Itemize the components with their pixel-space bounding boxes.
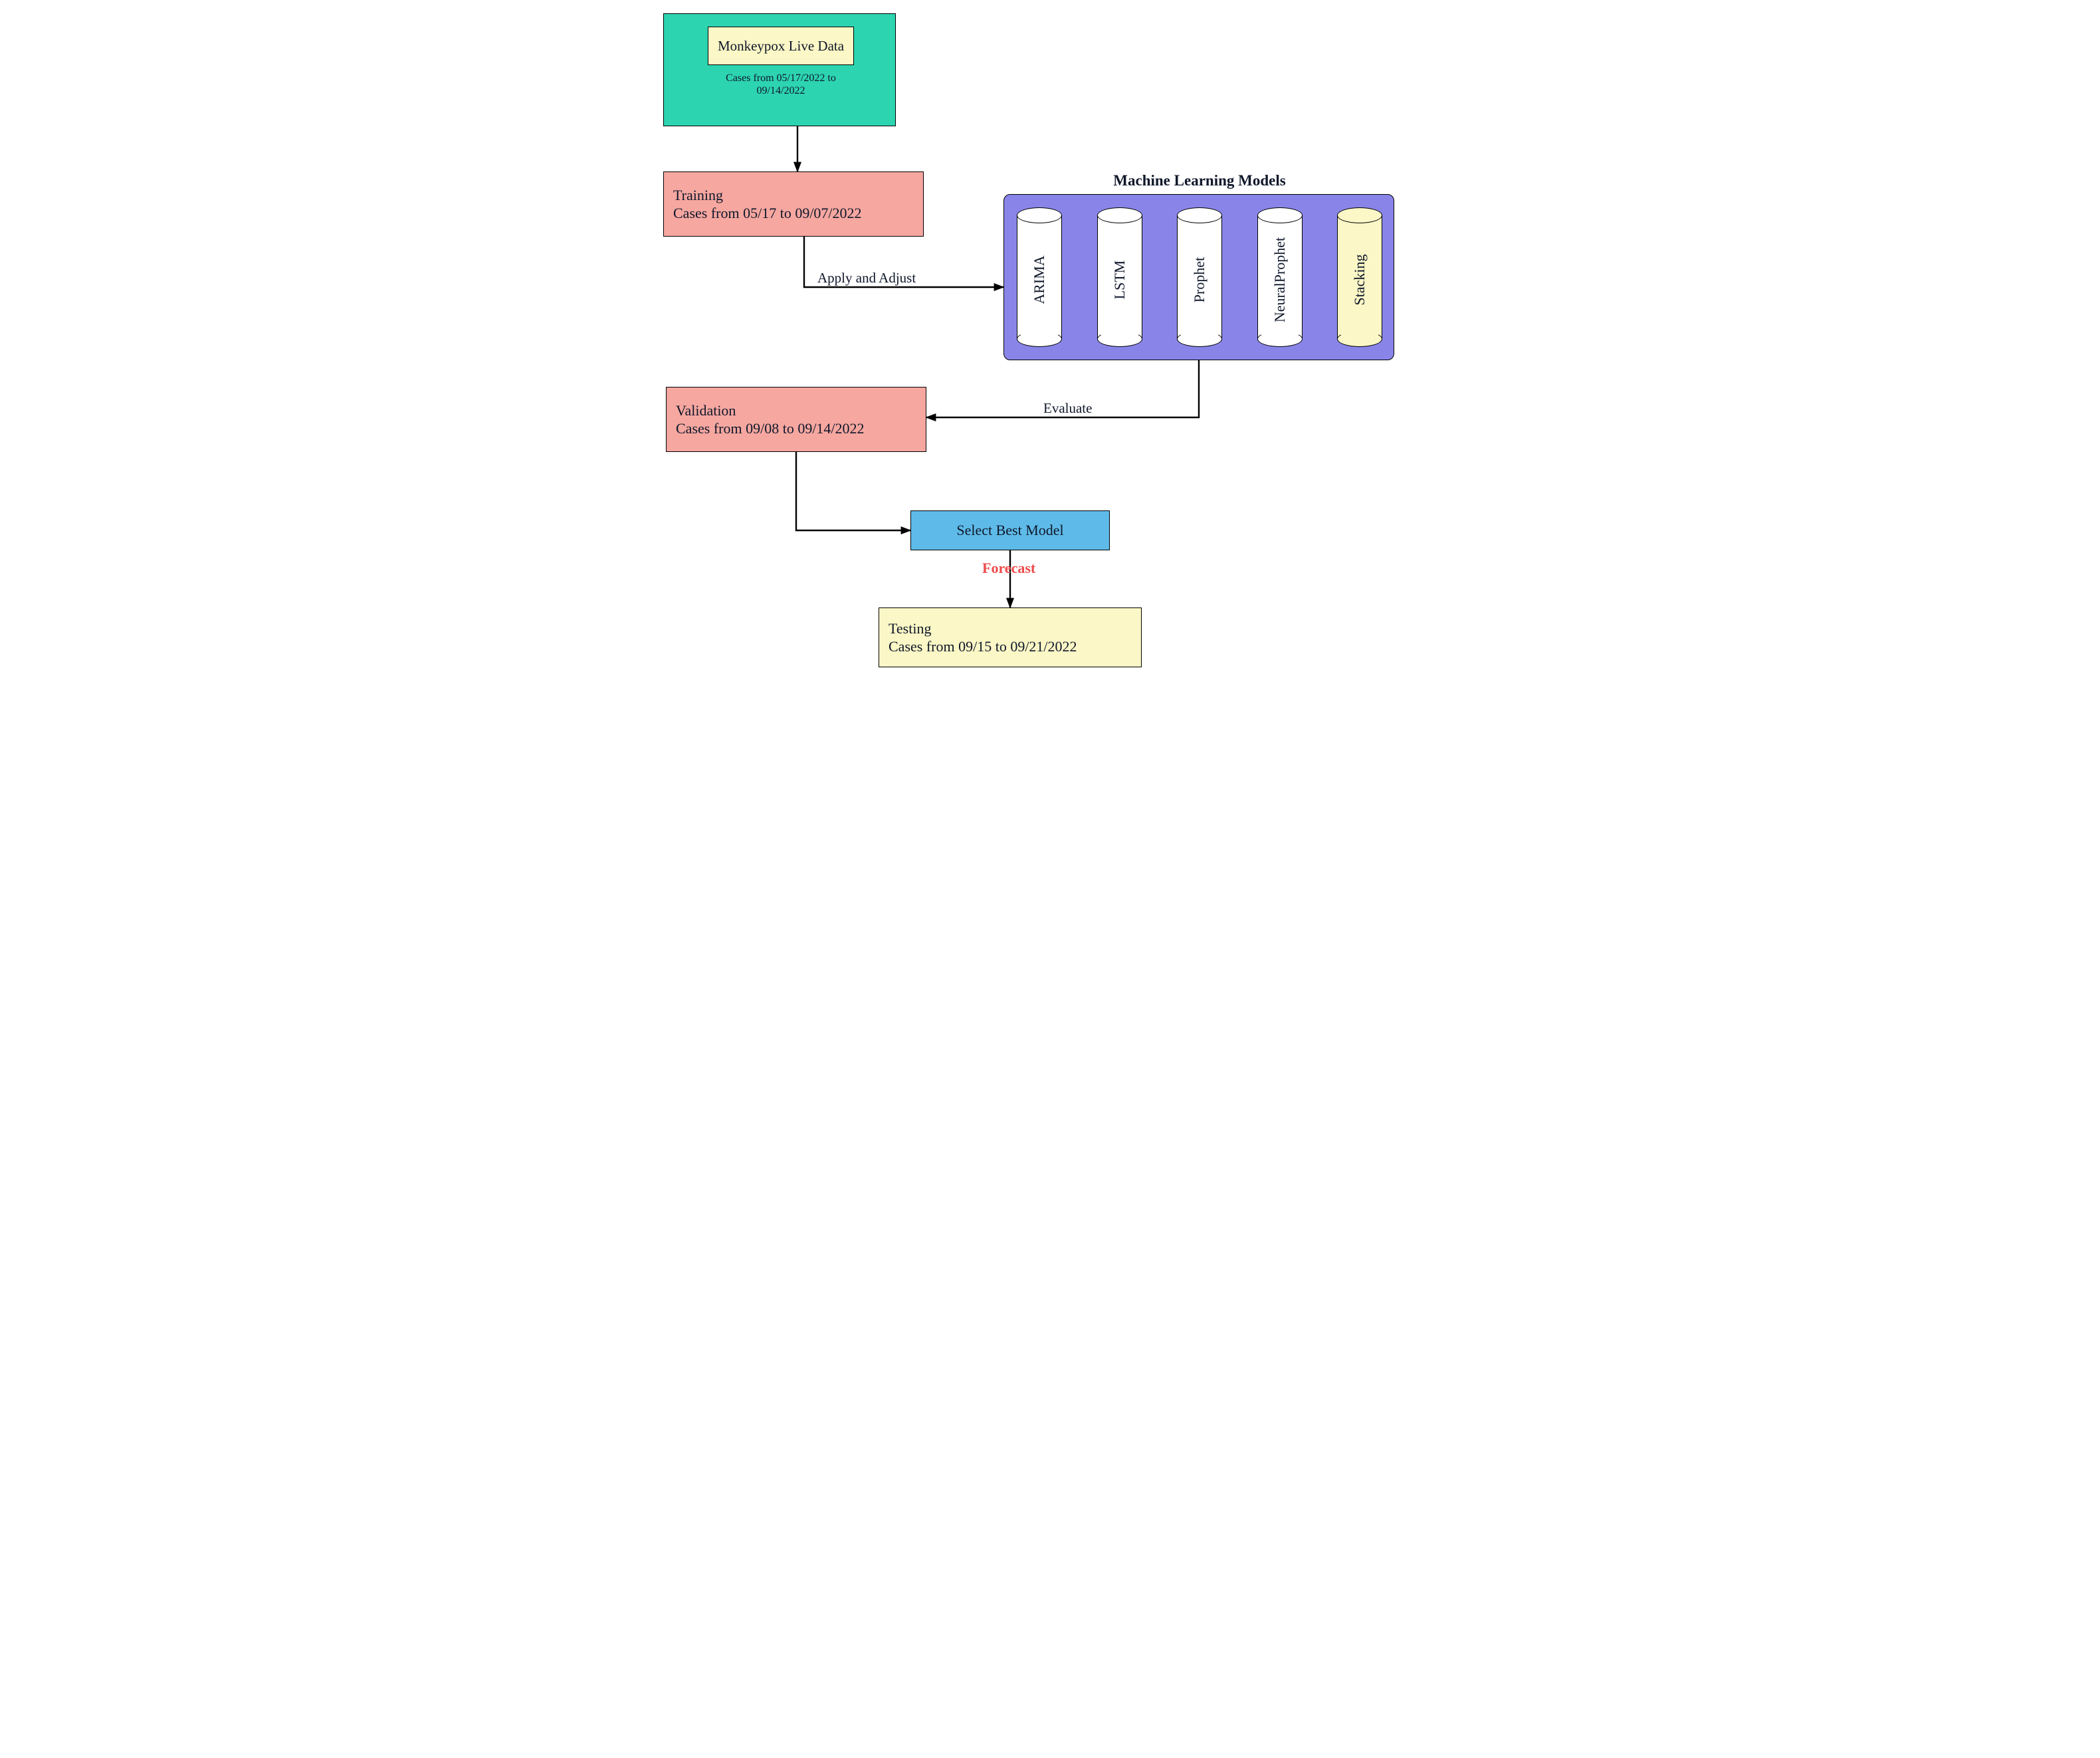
- cylinder-prophet: Prophet: [1177, 207, 1222, 347]
- validation: ValidationCases from 09/08 to 09/14/2022: [666, 387, 926, 452]
- validation-label: ValidationCases from 09/08 to 09/14/2022: [667, 401, 926, 438]
- flowchart-canvas: Monkeypox Live Data Cases from 05/17/2022…: [651, 0, 1449, 667]
- cylinder-lstm: LSTM: [1097, 207, 1142, 347]
- data_caption: Cases from 05/17/2022 to 09/14/2022: [702, 72, 860, 112]
- ml-cylinders: ARIMA LSTM Prophet NeuralProphet Stacking: [1017, 203, 1382, 351]
- select: Select Best Model: [910, 510, 1110, 550]
- cylinder-stacking: Stacking: [1337, 207, 1382, 347]
- cylinder-prophet-label: Prophet: [1191, 257, 1208, 302]
- data_inner-label: Monkeypox Live Data: [708, 37, 853, 55]
- ml_title: Machine Learning Models: [1043, 171, 1356, 191]
- cylinder-neuralprophet: NeuralProphet: [1257, 207, 1303, 347]
- testing-label: TestingCases from 09/15 to 09/21/2022: [879, 619, 1141, 656]
- cylinder-arima-label: ARIMA: [1031, 256, 1048, 304]
- testing: TestingCases from 09/15 to 09/21/2022: [879, 607, 1142, 667]
- edge-training-to-ml-label: Apply and Adjust: [817, 270, 916, 286]
- data_inner: Monkeypox Live Data: [708, 27, 854, 65]
- cylinder-stacking-label: Stacking: [1351, 255, 1368, 306]
- edge-select-to-testing-label: Forecast: [982, 560, 1035, 577]
- training-label: TrainingCases from 05/17 to 09/07/2022: [664, 186, 923, 223]
- cylinder-neuralprophet-label: NeuralProphet: [1271, 237, 1289, 322]
- training: TrainingCases from 05/17 to 09/07/2022: [663, 171, 924, 237]
- edge-ml-to-validation-label: Evaluate: [1043, 400, 1092, 417]
- cylinder-lstm-label: LSTM: [1111, 261, 1128, 300]
- edge-validation-to-select: [796, 452, 910, 530]
- cylinder-arima: ARIMA: [1017, 207, 1062, 347]
- select-label: Select Best Model: [911, 521, 1109, 540]
